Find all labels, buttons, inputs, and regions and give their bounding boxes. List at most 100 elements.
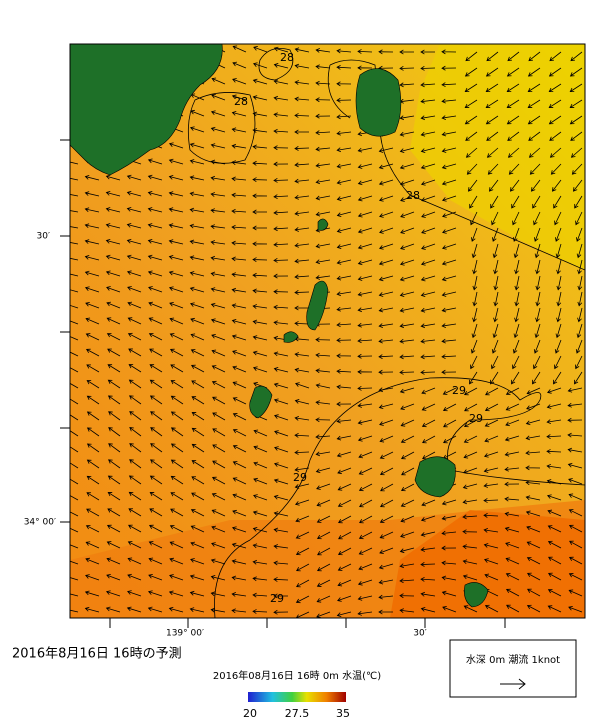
current-vector: [569, 83, 583, 93]
current-vector: [168, 606, 184, 613]
current-vector: [399, 354, 415, 360]
current-vector: [211, 476, 226, 485]
current-vector: [295, 595, 310, 604]
current-vector: [316, 611, 331, 618]
current-vector: [525, 495, 541, 501]
current-vector: [86, 492, 100, 501]
current-vector: [336, 48, 352, 54]
current-vector: [231, 127, 247, 133]
colorbar-title: 2016年08月16日 16時 0m 水温(℃): [213, 669, 381, 682]
current-vector: [546, 464, 562, 469]
current-vector: [466, 163, 478, 175]
current-vector: [400, 195, 415, 202]
current-vector: [252, 366, 268, 373]
current-vector: [535, 259, 541, 275]
current-vector: [484, 403, 499, 412]
current-vector: [316, 531, 331, 540]
current-vector: [231, 608, 247, 614]
current-vector: [170, 380, 184, 389]
current-vector: [273, 527, 289, 533]
current-vector: [211, 493, 226, 501]
current-vector: [148, 332, 163, 341]
current-vector: [231, 240, 247, 246]
current-vector: [189, 207, 205, 213]
current-vector: [231, 575, 247, 581]
hot-region: [390, 510, 585, 618]
current-vector: [378, 387, 394, 393]
current-vector: [252, 592, 268, 598]
current-vector: [400, 451, 415, 460]
current-vector: [169, 557, 184, 565]
current-vector: [378, 195, 394, 202]
current-vector: [231, 94, 247, 101]
current-vector: [232, 445, 247, 453]
current-vector: [462, 529, 478, 535]
current-vector: [463, 419, 478, 428]
contour-label: 29: [469, 412, 483, 425]
current-vector: [463, 451, 478, 459]
current-vector: [528, 147, 541, 158]
current-vector: [357, 353, 373, 359]
current-vector: [554, 339, 562, 354]
map-frame: [69, 43, 586, 619]
current-vector: [569, 99, 583, 109]
current-vector: [70, 273, 79, 277]
current-vector: [210, 208, 226, 213]
current-vector: [70, 412, 79, 421]
current-vector: [127, 541, 142, 549]
current-vector: [420, 98, 436, 104]
current-vector: [512, 355, 520, 370]
current-vector: [294, 227, 310, 232]
current-vector: [546, 494, 562, 501]
current-vector: [210, 143, 226, 149]
current-vector: [294, 63, 310, 69]
current-vector: [70, 593, 79, 597]
current-vector: [465, 147, 478, 158]
current-vector: [147, 590, 163, 597]
current-vector: [420, 291, 436, 298]
current-vector: [315, 48, 331, 53]
current-vector: [379, 547, 394, 555]
current-vector: [168, 207, 184, 213]
current-vector: [570, 147, 583, 158]
current-vector: [506, 604, 520, 613]
current-vector: [127, 590, 142, 597]
current-vector: [212, 460, 226, 469]
current-vector: [546, 387, 562, 394]
current-vector: [567, 432, 583, 438]
current-vector: [399, 147, 415, 154]
current-vector: [378, 563, 394, 570]
current-vector: [294, 321, 310, 326]
current-vector: [273, 177, 289, 183]
current-vector: [231, 176, 247, 182]
current-vector: [526, 604, 541, 613]
current-vector: [126, 206, 142, 213]
current-vector: [85, 524, 100, 533]
current-vector: [357, 259, 373, 266]
current-vector: [315, 179, 331, 185]
current-vector: [553, 371, 562, 385]
current-vector: [483, 498, 499, 503]
current-vector: [316, 499, 331, 507]
current-vector: [106, 317, 121, 325]
current-vector: [570, 51, 583, 62]
current-vector: [379, 531, 394, 539]
current-vector: [295, 515, 310, 523]
current-vector: [295, 547, 310, 556]
current-vector: [294, 146, 310, 151]
current-vector: [399, 593, 415, 599]
current-vector: [189, 126, 205, 133]
current-vector: [483, 451, 499, 458]
current-vector: [379, 499, 394, 508]
current-vector: [70, 257, 79, 261]
current-vector: [511, 195, 520, 209]
current-vector: [337, 515, 352, 524]
current-vector: [232, 61, 247, 69]
current-vector: [483, 543, 499, 549]
current-vector: [231, 287, 247, 293]
current-vector: [316, 483, 331, 490]
current-vector: [105, 270, 121, 277]
current-vector: [508, 163, 520, 175]
current-vector: [569, 540, 583, 549]
current-vector: [127, 301, 142, 309]
